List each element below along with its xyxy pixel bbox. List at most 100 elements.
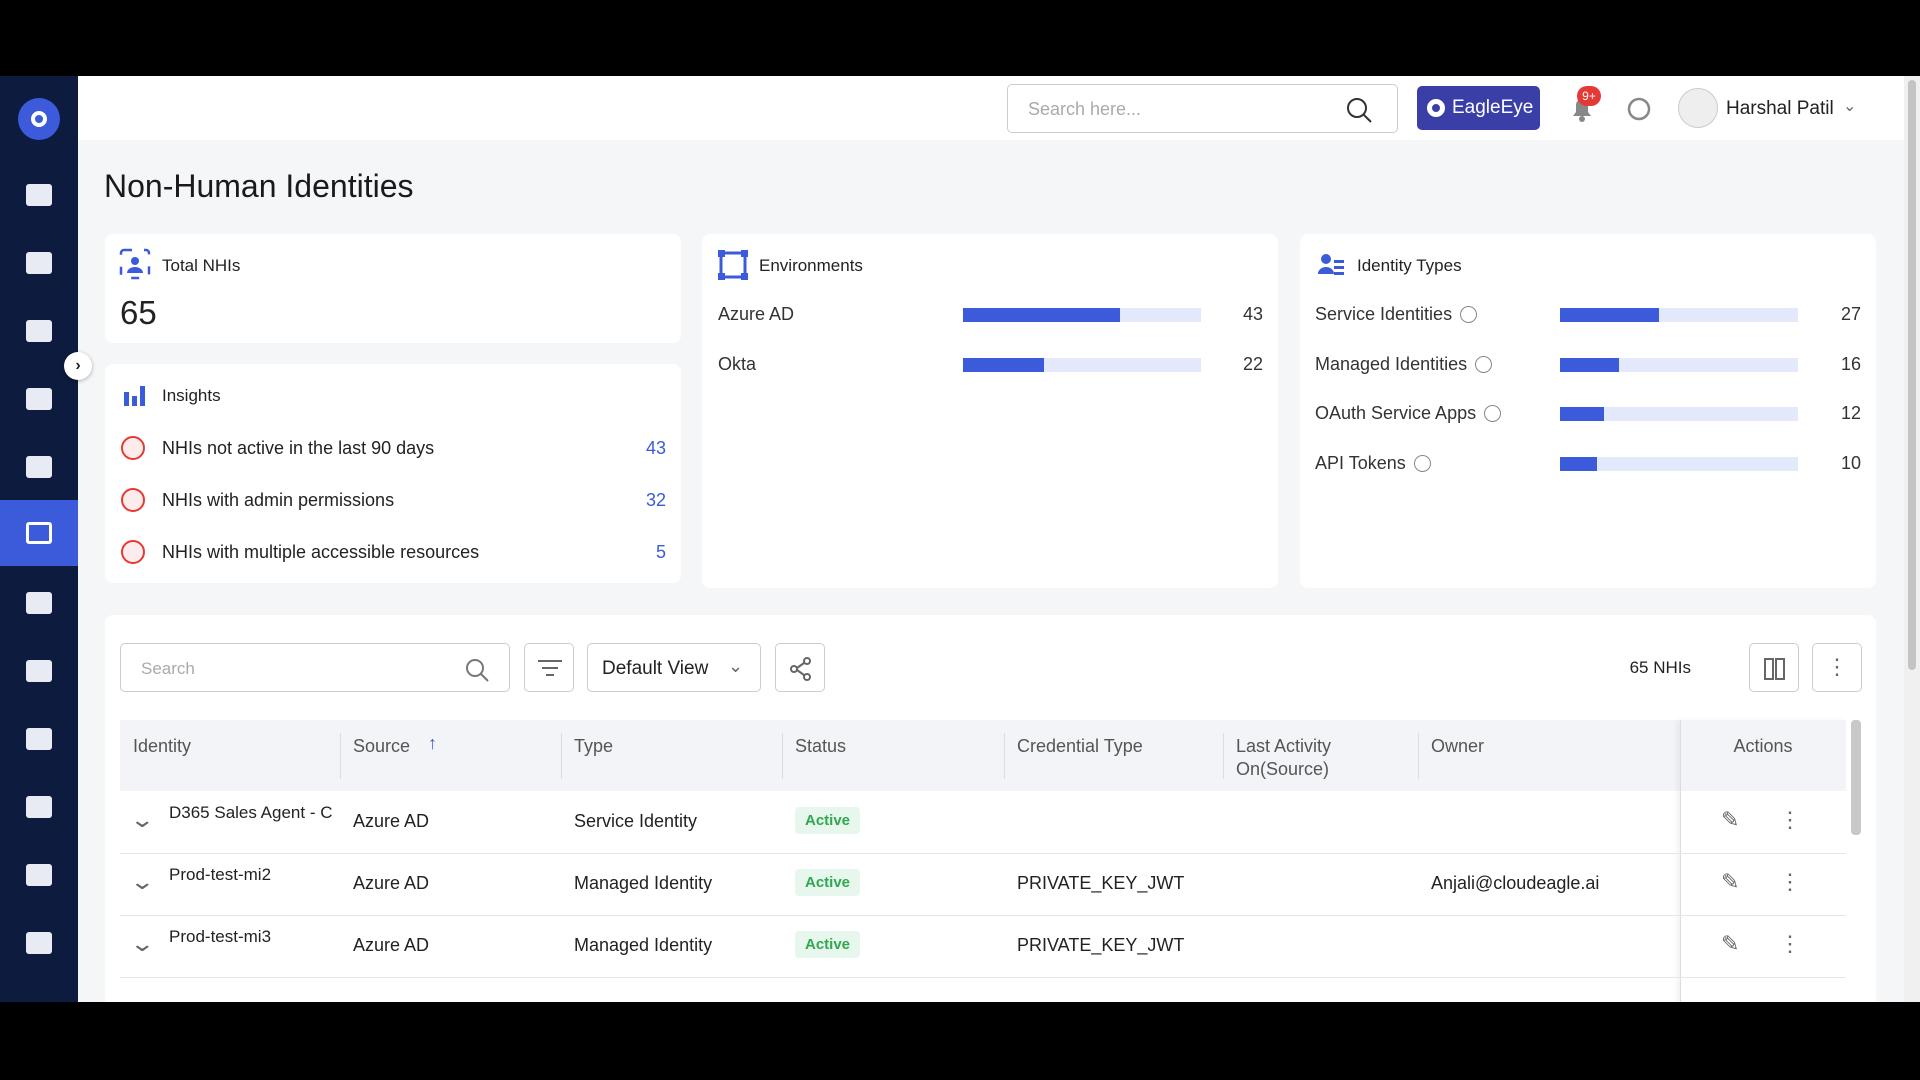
edit-button[interactable]: ✎ [1721,869,1740,894]
logo[interactable] [18,98,60,140]
identity-cell[interactable]: Prod-test-mi2 [169,865,272,884]
insight-icon [121,540,145,564]
bar-value: 10 [1840,452,1861,473]
search-icon [1347,98,1372,123]
sidebar [0,76,78,1002]
table-header [120,720,1846,791]
credential-type-cell: PRIVATE_KEY_JWT [1017,935,1185,955]
table-scrollbar [1851,720,1861,835]
nav-licenses[interactable] [26,592,52,614]
total-label: Total NHIs [162,256,241,275]
insight-label[interactable]: NHIs with multiple accessible resources [162,542,480,562]
bar-label: Managed Identities [1315,353,1468,374]
column-divider [1004,733,1005,779]
more-button[interactable]: ⋮ [1812,643,1862,692]
nav-grid[interactable] [26,388,52,410]
identity-cell[interactable]: Prod-test-mi3 [169,927,272,946]
expand-chevron[interactable]: ⌄ [129,869,156,894]
nav-users[interactable] [26,456,52,478]
nav-home[interactable] [26,184,52,206]
column-header[interactable]: Source [353,736,411,756]
support-icon[interactable] [1624,94,1654,124]
row-divider [120,853,1846,854]
bar-label: Azure AD [718,304,795,324]
bar [1560,407,1604,421]
insight-value[interactable]: 5 [655,542,666,562]
nav-folder[interactable] [26,864,52,886]
insight-label[interactable]: NHIs with admin permissions [162,490,395,510]
nav-docs[interactable] [26,660,52,682]
column-header[interactable]: Last Activity On(Source) [1236,736,1332,779]
total-value: 65 [120,294,157,331]
bar-value: 12 [1840,403,1861,423]
type-cell: Managed Identity [574,873,713,893]
column-header[interactable]: Owner [1431,736,1485,756]
bar-track [1560,357,1798,372]
column-divider [782,733,783,779]
nav-apps[interactable] [26,320,52,342]
environments-card: Environments Azure AD 43 Okta 22 [702,234,1278,588]
global-search[interactable]: Search here... [1007,84,1398,133]
type-cell: Managed Identity [574,935,713,955]
scrollbar [1904,76,1920,1002]
environments-title: Environments [759,256,863,275]
column-divider [340,733,341,779]
row-menu[interactable]: ⋮ [1779,931,1801,956]
bar-track [963,308,1201,322]
owner-cell: Anjali@cloudeagle.ai [1431,873,1600,893]
edit-button[interactable]: ✎ [1721,807,1740,832]
column-header[interactable]: Credential Type [1017,736,1143,756]
info-icon [1460,306,1477,323]
nav-workflows[interactable] [26,728,52,750]
column-header[interactable]: Identity [133,736,192,756]
row-divider [120,915,1846,916]
avatar[interactable] [1678,88,1718,128]
nav-store[interactable] [26,252,52,274]
table-search[interactable]: Search [120,643,510,692]
notification-badge: 9+ [1577,86,1601,106]
expand-chevron[interactable]: ⌄ [129,931,156,956]
bar [1560,357,1619,372]
table-search-icon [466,659,489,682]
columns-button[interactable] [1749,643,1799,692]
insights-title: Insights [162,386,221,405]
bar-track [1560,308,1798,322]
type-cell: Service Identity [574,811,698,831]
nav-active[interactable] [0,500,78,566]
nav-feedback[interactable] [26,932,52,954]
view-select[interactable]: Default View ⌄ [587,643,761,692]
share-button[interactable] [775,643,825,692]
total-card: Total NHIs 65 [105,234,681,343]
identity-types-icon [1318,254,1344,275]
table-card: Search Default View ⌄ 65 NHIs ⋮ Identity… [105,615,1876,1050]
insight-icon [121,436,145,460]
total-icon [119,248,151,280]
identity-types-card: Identity Types Service Identities 27 Manag… [1300,234,1876,588]
expand-chevron[interactable]: ⌄ [129,807,156,832]
column-header[interactable]: Actions [1733,736,1793,756]
filter-button[interactable] [524,643,574,692]
count-label: 65 NHIs [1629,658,1691,677]
edit-button[interactable]: ✎ [1721,931,1740,956]
status-badge: Active [795,869,861,896]
column-header[interactable]: Status [795,736,847,756]
row-menu[interactable]: ⋮ [1779,807,1801,832]
insight-label[interactable]: NHIs not active in the last 90 days [162,438,435,458]
user-name[interactable]: Harshal Patil [1726,98,1834,119]
bar [963,308,1121,322]
identity-cell[interactable]: D365 Sales Agent - C [169,803,333,822]
bar [1560,308,1659,322]
environments-icon [718,250,748,280]
bar [1560,456,1597,471]
insight-value[interactable]: 32 [645,490,666,510]
sidebar-toggle[interactable]: › [64,352,92,380]
nav-access[interactable] [26,796,52,818]
brand-label: EagleEye [1452,97,1534,118]
view-label: Default View [602,658,709,679]
bar-value: 16 [1840,353,1861,374]
brand-button[interactable]: EagleEye [1417,86,1540,130]
insight-value[interactable]: 43 [645,438,666,458]
row-menu[interactable]: ⋮ [1779,869,1801,894]
user-menu-caret[interactable]: ⌄ [1843,98,1857,115]
column-header[interactable]: Type [574,736,614,756]
